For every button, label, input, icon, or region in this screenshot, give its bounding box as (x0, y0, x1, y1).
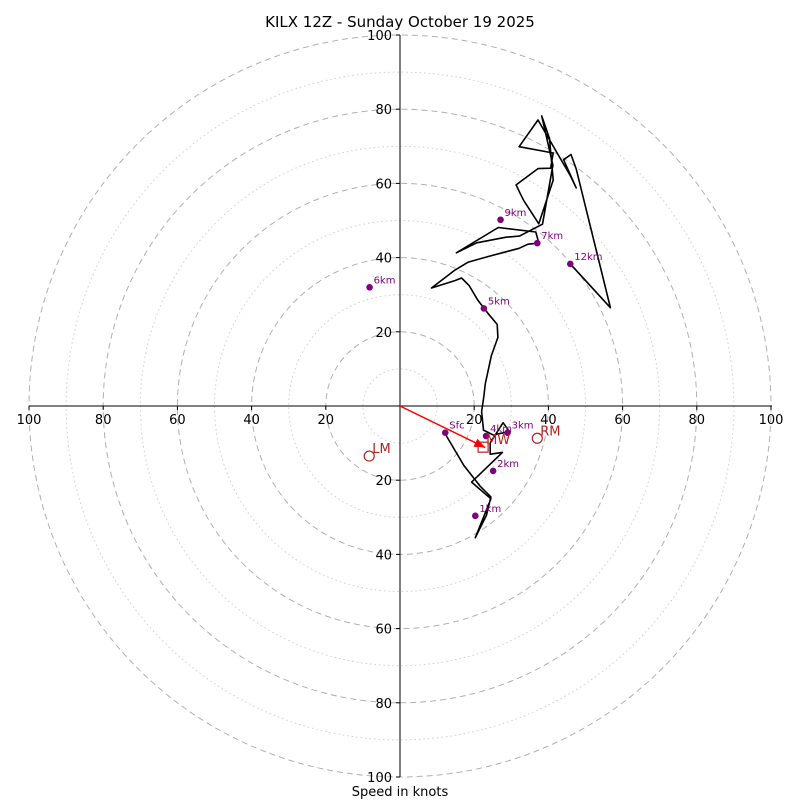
tick-labels: 100 80 60 40 20 20 40 60 80 100 100 80 60 40 20 20 40 60 8… (17, 29, 784, 786)
x-tick-label: 40 (243, 413, 260, 428)
height-marker-label: 4km (490, 424, 512, 435)
height-marker-dot (533, 239, 541, 247)
shear-vector (399, 405, 486, 449)
chart-title: KILX 12Z - Sunday October 19 2025 (265, 13, 535, 31)
height-marker-label: 1km (479, 504, 501, 515)
height-marker-label: 2km (497, 459, 519, 470)
y-tick-label: 100 (367, 29, 392, 44)
height-marker-dot (489, 467, 497, 475)
y-tick-label: 60 (375, 623, 392, 638)
x-tick-label: 60 (614, 413, 631, 428)
storm-motion-label: RM (540, 424, 560, 439)
y-tick-label: 40 (375, 252, 392, 267)
x-tick-label: 80 (95, 413, 112, 428)
y-tick-label: 40 (375, 548, 392, 563)
height-marker-dot (441, 429, 449, 437)
hodograph-line (430, 115, 612, 539)
storm-motion-circle (531, 432, 543, 444)
y-tick-label: 60 (375, 177, 392, 192)
height-marker-dot (566, 260, 574, 268)
shear-vector-arrowhead (473, 438, 486, 448)
height-marker-label: 12km (574, 252, 602, 263)
x-tick-label: 20 (466, 413, 483, 428)
height-marker-label: 7km (541, 231, 563, 242)
x-tick-label: 100 (759, 413, 784, 428)
storm-motion-label: LM (372, 442, 390, 457)
height-marker-dot (480, 305, 488, 312)
y-tick-label: 80 (375, 103, 392, 118)
height-marker-dot (366, 283, 373, 291)
height-marker-label: Sfc (449, 421, 464, 432)
x-tick-label: 100 (17, 413, 42, 428)
height-marker-dot (472, 512, 479, 520)
hodograph-trace (430, 115, 612, 539)
x-tick-label: 40 (540, 413, 557, 428)
x-tick-label: 60 (169, 413, 186, 428)
y-tick-label: 80 (375, 697, 392, 712)
shear-vector-line (399, 405, 486, 449)
y-tick-label: 20 (375, 326, 392, 341)
height-marker-label: 3km (512, 421, 534, 432)
storm-motion-label: MW (486, 433, 510, 448)
y-tick-label: 100 (367, 771, 392, 786)
y-tick-label: 20 (375, 474, 392, 489)
storm-motion-square (477, 441, 489, 453)
x-tick-label: 80 (689, 413, 706, 428)
height-marker-dot (504, 429, 511, 437)
height-marker-dot (497, 216, 504, 224)
height-marker-label: 5km (488, 296, 510, 307)
storm-motion-circle (363, 450, 375, 462)
height-marker-label: 9km (505, 208, 527, 219)
x-axis-label: Speed in knots (352, 785, 449, 800)
height-marker-dot (482, 432, 490, 440)
storm-motion-markers: RM LM MW (363, 424, 561, 462)
x-tick-label: 20 (318, 413, 335, 428)
height-marker-label: 6km (374, 275, 396, 286)
